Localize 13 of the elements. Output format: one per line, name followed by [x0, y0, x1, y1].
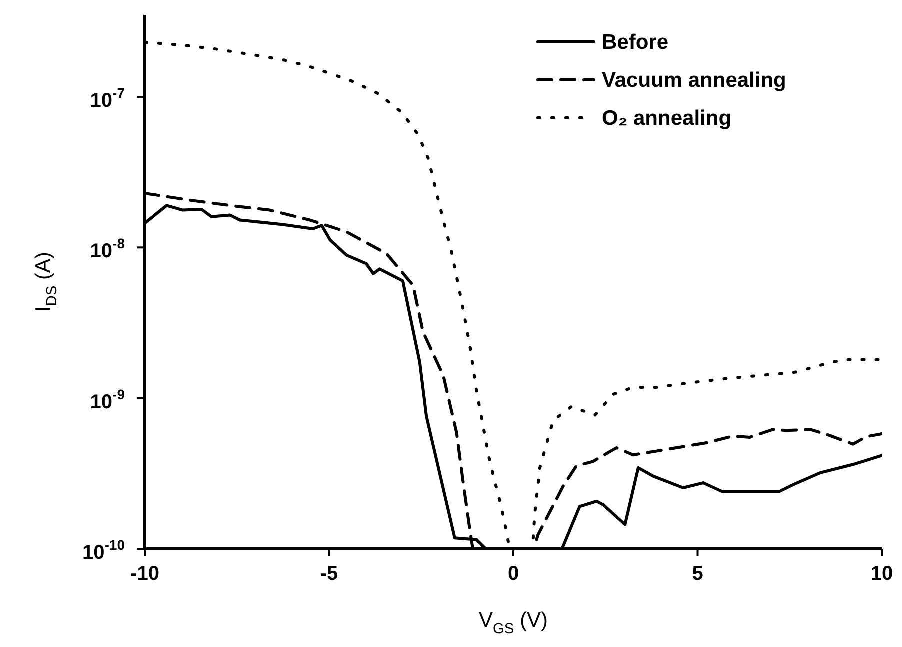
legend-label: Before	[602, 31, 669, 54]
x-tick-label: -10	[130, 563, 160, 585]
x-tick-label: 0	[508, 563, 520, 585]
x-tick-label: 10	[870, 563, 894, 585]
x-axis-title: V$_{GS}$ (V)	[478, 609, 548, 638]
x-tick-label: 5	[692, 563, 704, 585]
y-tick-label: 10$^{-9}$	[90, 386, 126, 414]
y-tick-label: 10$^{-10}$	[82, 537, 126, 564]
x-tick-label: -5	[320, 563, 338, 585]
legend-label: Vacuum annealing	[602, 69, 786, 92]
y-tick-label: 10$^{-8}$	[90, 236, 126, 263]
y-tick-label: 10$^{-7}$	[90, 84, 126, 112]
legend-label: O₂ annealing	[602, 107, 732, 130]
